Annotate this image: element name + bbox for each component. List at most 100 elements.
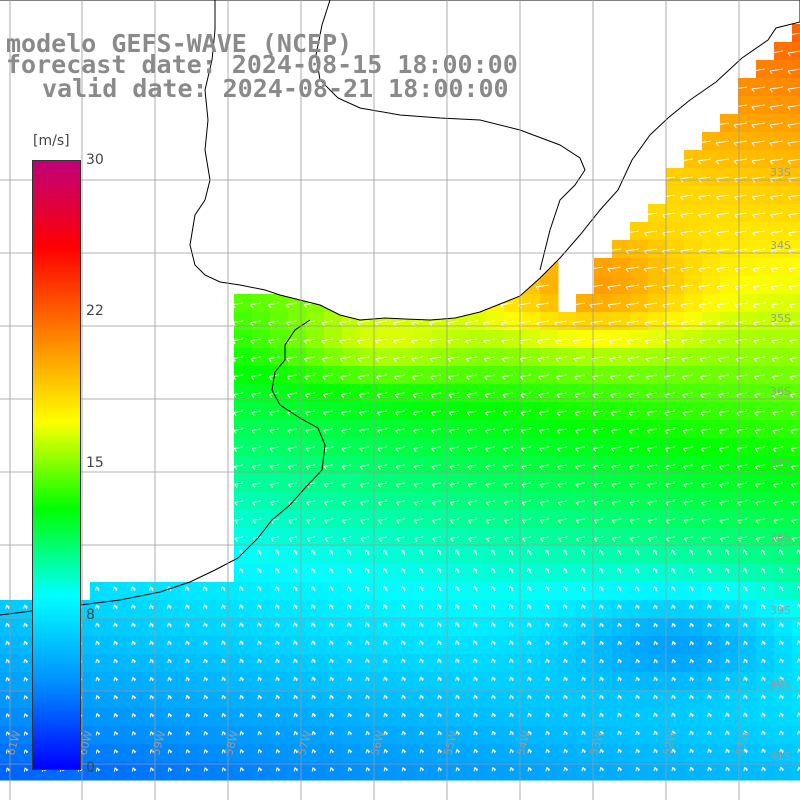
wind-cell: [450, 582, 469, 601]
wind-arrow: [539, 500, 550, 506]
wind-arrow: [581, 748, 587, 754]
wind-arrow: [593, 464, 604, 470]
wind-cell: [684, 762, 703, 781]
wind-arrow: [257, 694, 263, 700]
wind-cell: [522, 492, 541, 511]
wind-arrow: [149, 604, 154, 610]
wind-arrow: [779, 712, 784, 718]
wind-cell: [522, 456, 541, 475]
wind-cell: [666, 654, 685, 673]
wind-cell: [396, 528, 415, 547]
wind-cell: [702, 312, 721, 331]
wind-arrow: [5, 622, 10, 628]
wind-cell: [342, 582, 361, 601]
wind-cell: [666, 456, 685, 475]
wind-cell: [504, 492, 523, 511]
wind-cell: [306, 474, 325, 493]
wind-arrow: [359, 464, 370, 470]
wind-cell: [486, 726, 505, 745]
wind-arrow: [293, 604, 298, 610]
wind-arrow: [536, 320, 550, 327]
wind-cell: [306, 618, 325, 637]
wind-cell: [360, 474, 379, 493]
wind-arrow: [779, 640, 784, 646]
wind-cell: [702, 474, 721, 493]
wind-cell: [720, 654, 739, 673]
wind-arrow: [221, 622, 226, 628]
wind-cell: [180, 690, 199, 709]
wind-cell: [396, 438, 415, 457]
wind-cell: [522, 582, 541, 601]
wind-cell: [720, 150, 739, 169]
wind-arrow: [419, 640, 424, 646]
longitude-labels: 61W 60W 59W 58W 57W 56W 55W 54W 53W 52W 51W: [4, 729, 752, 757]
wind-cell: [738, 132, 757, 151]
wind-arrow: [436, 585, 442, 592]
wind-cell: [234, 366, 253, 385]
wind-cell: [792, 150, 800, 169]
wind-arrow: [401, 730, 407, 736]
wind-arrow: [467, 428, 478, 434]
wind-cell: [504, 546, 523, 565]
wind-cell: [414, 762, 433, 781]
wind-arrow: [743, 748, 748, 754]
wind-arrow: [671, 604, 676, 610]
wind-arrow: [311, 658, 316, 664]
longitude-label: 53W: [587, 729, 606, 757]
wind-arrow: [167, 713, 173, 718]
wind-arrow: [772, 446, 784, 452]
wind-arrow: [575, 518, 586, 524]
wind-arrow: [701, 464, 712, 470]
wind-arrow: [5, 731, 11, 736]
wind-arrow: [419, 622, 424, 628]
wind-arrow: [598, 586, 604, 592]
wind-arrow: [599, 640, 605, 646]
wind-cell: [198, 726, 217, 745]
wind-cell: [414, 636, 433, 655]
wind-cell: [738, 312, 757, 331]
wind-arrow: [772, 392, 784, 399]
wind-arrow: [599, 676, 604, 682]
wind-arrow: [653, 622, 659, 628]
wind-arrow: [761, 622, 766, 628]
wind-cell: [684, 204, 703, 223]
wind-arrow: [635, 748, 641, 754]
wind-arrow: [364, 549, 370, 556]
wind-arrow: [563, 676, 568, 682]
wind-cell: [720, 348, 739, 367]
wind-arrow: [771, 374, 784, 381]
latitude-label: 36S: [770, 385, 791, 398]
wind-cell: [756, 528, 775, 547]
wind-arrow: [467, 500, 478, 506]
wind-arrow: [575, 464, 586, 470]
wind-cell: [450, 456, 469, 475]
wind-arrow: [635, 730, 640, 736]
wind-cell: [630, 636, 649, 655]
wind-arrow: [167, 640, 172, 646]
wind-arrow: [203, 712, 209, 718]
wind-cell: [288, 618, 307, 637]
wind-cell: [360, 348, 379, 367]
wind-cell: [360, 762, 379, 781]
wind-arrow: [23, 658, 29, 664]
wind-arrow: [484, 374, 496, 380]
wind-arrow: [473, 640, 478, 646]
wind-arrow: [274, 549, 280, 556]
wind-arrow: [625, 248, 640, 255]
wind-cell: [576, 420, 595, 439]
wind-arrow: [455, 712, 461, 718]
wind-arrow: [769, 176, 784, 183]
wind-arrow: [718, 410, 730, 416]
wind-cell: [648, 366, 667, 385]
wind-cell: [576, 312, 595, 331]
wind-cell: [612, 654, 631, 673]
wind-cell: [342, 438, 361, 457]
wind-arrow: [232, 356, 244, 362]
wind-arrow: [270, 500, 280, 506]
wind-cell: [360, 600, 379, 619]
wind-cell: [540, 726, 559, 745]
wind-cell: [324, 348, 343, 367]
wind-cell: [468, 366, 487, 385]
wind-arrow: [347, 730, 353, 736]
wind-cell: [198, 654, 217, 673]
